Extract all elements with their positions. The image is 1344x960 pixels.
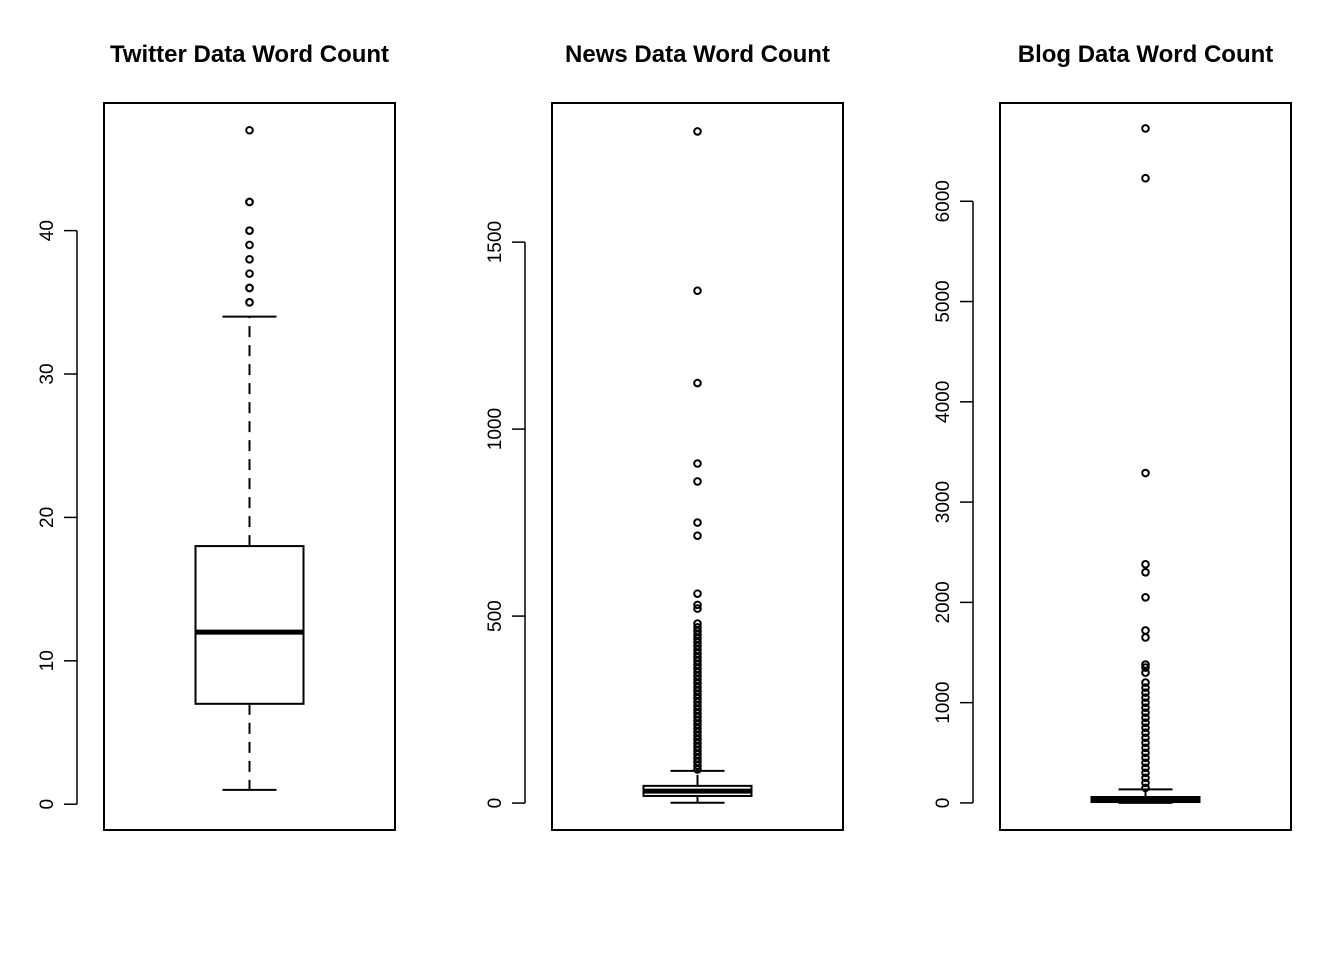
y-tick-label: 4000: [933, 381, 954, 423]
panel-twitter: Twitter Data Word Count 0 10 20 30 40: [37, 41, 396, 831]
chart-title: Twitter Data Word Count: [110, 41, 389, 68]
outlier-point: [1141, 778, 1150, 788]
outlier-point: [245, 240, 254, 250]
y-tick-label: 20: [37, 507, 58, 528]
outlier-point: [693, 477, 702, 486]
y-tick-label: 2000: [933, 581, 954, 623]
plot-frame: [551, 102, 844, 831]
outlier-point: [1141, 758, 1150, 768]
panel-news: News Data Word Count 0 500 1000 1500: [485, 41, 844, 831]
outlier-point: [1141, 743, 1150, 753]
outlier-point: [245, 283, 254, 293]
y-tick-label: 1000: [485, 408, 506, 450]
y-tick-label: 1000: [933, 682, 954, 724]
outlier-point: [1141, 173, 1150, 183]
y-tick-label: 1500: [485, 221, 506, 263]
outlier-point: [693, 623, 702, 632]
outlier-point: [1141, 748, 1150, 758]
outlier-point: [245, 254, 254, 264]
y-tick-label: 500: [485, 600, 506, 632]
plot-frame: [103, 102, 396, 831]
outlier-point: [693, 589, 702, 598]
outlier-point: [693, 378, 702, 388]
y-tick-label: 0: [37, 799, 58, 810]
outlier-point: [693, 619, 702, 628]
outlier-point: [1141, 718, 1150, 728]
y-tick-label: 6000: [933, 180, 954, 222]
outlier-point: [1141, 468, 1150, 478]
y-tick-label: 40: [37, 220, 58, 241]
outlier-point: [1141, 728, 1150, 738]
outlier-point: [245, 125, 254, 135]
outlier-point: [1141, 783, 1150, 793]
outlier-point: [693, 127, 702, 136]
panel-blog: Blog Data Word Count 0 1000 2000 3000 4000 50…: [933, 41, 1292, 831]
outlier-point: [1141, 567, 1150, 577]
chart-title: News Data Word Count: [565, 41, 830, 68]
outlier-point: [1141, 663, 1150, 672]
outlier-point: [693, 531, 702, 540]
outlier-point: [1141, 753, 1150, 763]
y-tick-label: 5000: [933, 280, 954, 322]
outlier-point: [1141, 723, 1150, 733]
outlier-point: [1141, 713, 1150, 722]
outlier-point: [693, 518, 702, 527]
outlier-point: [693, 286, 702, 296]
y-tick-label: 30: [37, 363, 58, 384]
outlier-point: [693, 459, 702, 468]
outlier-point: [1141, 593, 1150, 602]
y-tick-label: 10: [37, 650, 58, 671]
chart-title: Blog Data Word Count: [1018, 41, 1274, 68]
y-tick-label: 0: [485, 798, 506, 809]
outlier-point: [245, 226, 254, 235]
plot-frame: [999, 102, 1292, 831]
outlier-point: [245, 298, 254, 307]
outlier-point: [1141, 688, 1150, 697]
outlier-point: [1141, 698, 1150, 707]
outlier-point: [1141, 773, 1150, 783]
outlier-point: [1141, 693, 1150, 702]
outlier-point: [245, 197, 254, 207]
y-tick-label: 3000: [933, 481, 954, 523]
outlier-point: [1141, 733, 1150, 743]
outlier-point: [1141, 738, 1150, 748]
outlier-point: [1141, 633, 1150, 642]
outlier-point: [693, 600, 702, 610]
outlier-point: [1141, 559, 1150, 569]
outlier-point: [1141, 763, 1150, 773]
y-tick-label: 0: [933, 798, 954, 809]
outlier-point: [245, 269, 254, 278]
outlier-point: [1141, 626, 1150, 635]
outlier-point: [1141, 683, 1150, 692]
outlier-point: [693, 604, 702, 613]
outlier-point: [1141, 660, 1150, 669]
outlier-point: [1141, 124, 1150, 133]
outlier-point: [1141, 703, 1150, 712]
outlier-point: [1141, 678, 1150, 687]
outlier-point: [1141, 668, 1150, 677]
outlier-point: [1141, 708, 1150, 717]
outlier-point: [1141, 768, 1150, 778]
iqr-box: [194, 545, 305, 705]
